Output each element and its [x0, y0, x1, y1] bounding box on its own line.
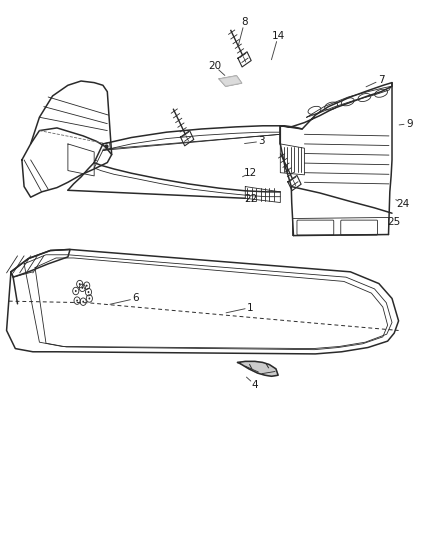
Text: 24: 24	[396, 199, 410, 208]
Text: 3: 3	[258, 136, 265, 146]
Circle shape	[76, 300, 78, 302]
Circle shape	[79, 283, 81, 285]
Circle shape	[88, 291, 89, 293]
Circle shape	[88, 297, 90, 300]
Text: 12: 12	[244, 168, 257, 177]
Text: 8: 8	[241, 18, 248, 27]
Text: 4: 4	[251, 380, 258, 390]
Text: 20: 20	[208, 61, 221, 71]
Polygon shape	[219, 76, 242, 86]
Text: 22: 22	[244, 194, 257, 204]
Circle shape	[81, 287, 83, 289]
Text: 25: 25	[388, 217, 401, 227]
Polygon shape	[237, 361, 278, 376]
Circle shape	[75, 290, 77, 292]
Text: 9: 9	[406, 119, 413, 128]
Text: 14: 14	[272, 31, 285, 41]
Text: 6: 6	[132, 294, 139, 303]
Circle shape	[82, 301, 84, 303]
Text: 1: 1	[247, 303, 254, 312]
Circle shape	[86, 285, 88, 287]
Text: 7: 7	[378, 75, 385, 85]
